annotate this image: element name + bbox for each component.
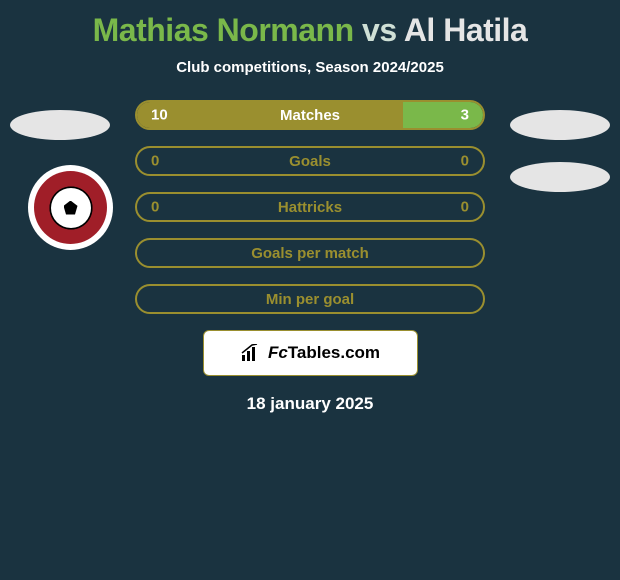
subtitle: Club competitions, Season 2024/2025 bbox=[0, 59, 620, 76]
logo-rest: Tables.com bbox=[288, 343, 380, 362]
club-badge bbox=[28, 165, 113, 250]
logo-fc: Fc bbox=[268, 343, 288, 362]
stat-row-goals: 0 0 Goals bbox=[135, 146, 485, 176]
stat-bar-right bbox=[403, 102, 483, 128]
stat-bar-left bbox=[137, 148, 310, 174]
date-text: 18 january 2025 bbox=[0, 394, 620, 414]
logo-text: FcTables.com bbox=[268, 343, 380, 363]
stat-bar-left bbox=[137, 102, 403, 128]
stat-row-min-per-goal: Min per goal bbox=[135, 284, 485, 314]
stat-label: Goals bbox=[289, 153, 331, 170]
stat-label: Hattricks bbox=[278, 199, 342, 216]
stat-bars: 10 3 Matches 0 0 Goals 0 0 Hattricks Goals per ma… bbox=[135, 100, 485, 314]
stat-bar-right bbox=[310, 148, 483, 174]
player2-badge-placeholder-2 bbox=[510, 162, 610, 192]
stat-value-left: 0 bbox=[151, 153, 159, 170]
fctables-logo: FcTables.com bbox=[203, 330, 418, 376]
player2-badge-placeholder-1 bbox=[510, 110, 610, 140]
stat-value-left: 10 bbox=[151, 107, 168, 124]
stat-label: Matches bbox=[280, 107, 340, 124]
stat-value-right: 3 bbox=[461, 107, 469, 124]
player1-badge-placeholder bbox=[10, 110, 110, 140]
player2-name: Al Hatila bbox=[404, 12, 528, 48]
stat-row-matches: 10 3 Matches bbox=[135, 100, 485, 130]
stat-value-right: 0 bbox=[461, 153, 469, 170]
stat-row-goals-per-match: Goals per match bbox=[135, 238, 485, 268]
vs-text: vs bbox=[362, 12, 397, 48]
bar-chart-icon bbox=[240, 344, 262, 362]
club-badge-ring bbox=[43, 180, 99, 236]
content-area: 10 3 Matches 0 0 Goals 0 0 Hattricks Goals per ma… bbox=[0, 100, 620, 414]
stat-value-left: 0 bbox=[151, 199, 159, 216]
club-badge-inner bbox=[34, 171, 107, 244]
stat-row-hattricks: 0 0 Hattricks bbox=[135, 192, 485, 222]
stat-value-right: 0 bbox=[461, 199, 469, 216]
soccer-ball-icon bbox=[51, 188, 91, 228]
page-title: Mathias Normann vs Al Hatila bbox=[0, 0, 620, 49]
player1-name: Mathias Normann bbox=[93, 12, 354, 48]
